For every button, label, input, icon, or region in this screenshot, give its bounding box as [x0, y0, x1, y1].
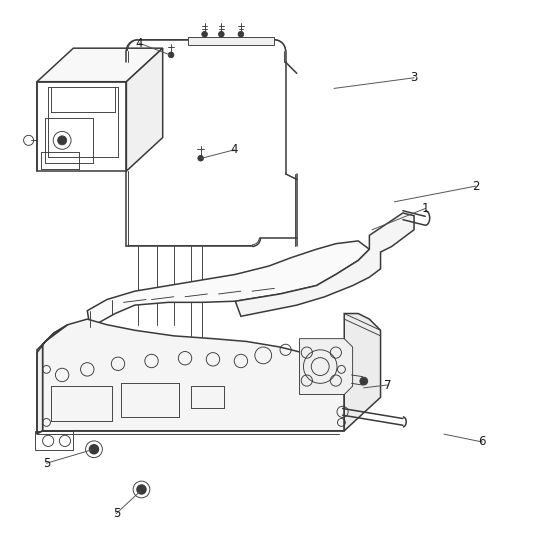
Circle shape	[202, 31, 207, 37]
Polygon shape	[300, 339, 353, 394]
Text: 7: 7	[384, 379, 391, 391]
Polygon shape	[127, 48, 163, 171]
Text: 4: 4	[136, 36, 143, 50]
Polygon shape	[188, 37, 274, 45]
Polygon shape	[344, 314, 381, 431]
Text: 3: 3	[410, 71, 418, 85]
Text: 1: 1	[422, 202, 429, 215]
Circle shape	[58, 136, 67, 145]
Circle shape	[137, 485, 146, 494]
Polygon shape	[235, 213, 414, 316]
Polygon shape	[43, 319, 344, 431]
Circle shape	[218, 31, 224, 37]
Polygon shape	[37, 48, 163, 82]
Text: 4: 4	[231, 143, 238, 156]
Circle shape	[360, 377, 368, 385]
Circle shape	[168, 52, 174, 58]
Circle shape	[198, 156, 203, 161]
Polygon shape	[37, 325, 68, 433]
Polygon shape	[87, 241, 370, 328]
Text: 5: 5	[113, 507, 120, 520]
Circle shape	[90, 445, 99, 454]
Text: 5: 5	[43, 457, 50, 470]
Text: 2: 2	[472, 180, 479, 193]
Text: 6: 6	[478, 436, 486, 449]
Circle shape	[238, 31, 244, 37]
